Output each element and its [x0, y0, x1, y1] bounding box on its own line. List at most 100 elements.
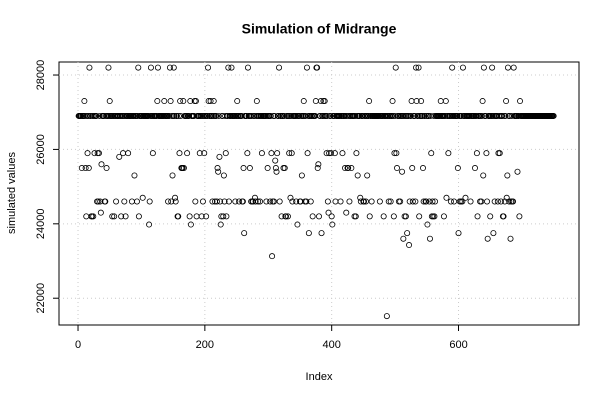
point [109, 213, 116, 220]
point [484, 235, 491, 242]
point [414, 112, 421, 119]
point [467, 198, 474, 205]
point [196, 150, 203, 157]
point [91, 150, 98, 157]
point [484, 198, 491, 205]
point [289, 198, 296, 205]
point [393, 150, 400, 157]
point [93, 112, 100, 119]
point [240, 165, 247, 172]
point [483, 150, 490, 157]
point [78, 165, 85, 172]
point [478, 112, 485, 119]
point [504, 172, 511, 179]
point [504, 64, 511, 71]
point [270, 198, 277, 205]
point [324, 198, 331, 205]
point [203, 213, 210, 220]
point [337, 198, 344, 205]
point [327, 112, 334, 119]
point [187, 221, 194, 228]
point [154, 98, 161, 105]
point [154, 64, 161, 71]
point [263, 198, 270, 205]
point [497, 198, 504, 205]
point [215, 112, 222, 119]
point [339, 150, 346, 157]
point [354, 172, 361, 179]
point [480, 172, 487, 179]
point [409, 198, 416, 205]
point [404, 230, 411, 237]
point [205, 64, 212, 71]
point [97, 209, 104, 216]
point [294, 221, 301, 228]
point [494, 198, 501, 205]
point [364, 172, 371, 179]
point [192, 198, 199, 205]
point [328, 150, 335, 157]
point [220, 213, 227, 220]
point [214, 165, 221, 172]
point [228, 64, 235, 71]
point [267, 198, 274, 205]
point [440, 213, 447, 220]
point [135, 213, 142, 220]
point [390, 213, 397, 220]
y-axis-label: simulated values [6, 152, 18, 234]
point [314, 64, 321, 71]
point [213, 112, 220, 119]
point [225, 64, 232, 71]
point [305, 230, 312, 237]
point [209, 198, 216, 205]
point [376, 198, 383, 205]
point [303, 198, 310, 205]
point [264, 165, 271, 172]
point [454, 165, 461, 172]
point [416, 213, 423, 220]
point [326, 150, 333, 157]
point [361, 198, 368, 205]
point [122, 213, 129, 220]
point [419, 165, 426, 172]
point [368, 198, 375, 205]
point [215, 168, 222, 175]
point [125, 150, 132, 157]
point [317, 98, 324, 105]
point [131, 172, 138, 179]
point [352, 112, 359, 119]
point [473, 150, 480, 157]
point [449, 64, 456, 71]
point [479, 98, 486, 105]
point [168, 198, 175, 205]
point [420, 198, 427, 205]
point [348, 165, 355, 172]
y-tick-label: 22000 [35, 283, 47, 314]
point [343, 209, 350, 216]
point [462, 194, 469, 201]
point [423, 198, 430, 205]
point [244, 150, 251, 157]
point [271, 112, 278, 119]
point [478, 198, 485, 205]
point [85, 165, 92, 172]
point [323, 150, 330, 157]
point [192, 98, 199, 105]
point [288, 150, 295, 157]
point [201, 150, 208, 157]
point [278, 213, 285, 220]
point [459, 198, 466, 205]
point [432, 198, 439, 205]
point [269, 253, 276, 260]
point [431, 213, 438, 220]
point [272, 157, 279, 164]
point [496, 150, 503, 157]
point [471, 165, 478, 172]
point [187, 98, 194, 105]
point [345, 165, 352, 172]
point [415, 64, 422, 71]
point [146, 221, 153, 228]
point [455, 230, 462, 237]
point [217, 221, 224, 228]
point [445, 150, 452, 157]
